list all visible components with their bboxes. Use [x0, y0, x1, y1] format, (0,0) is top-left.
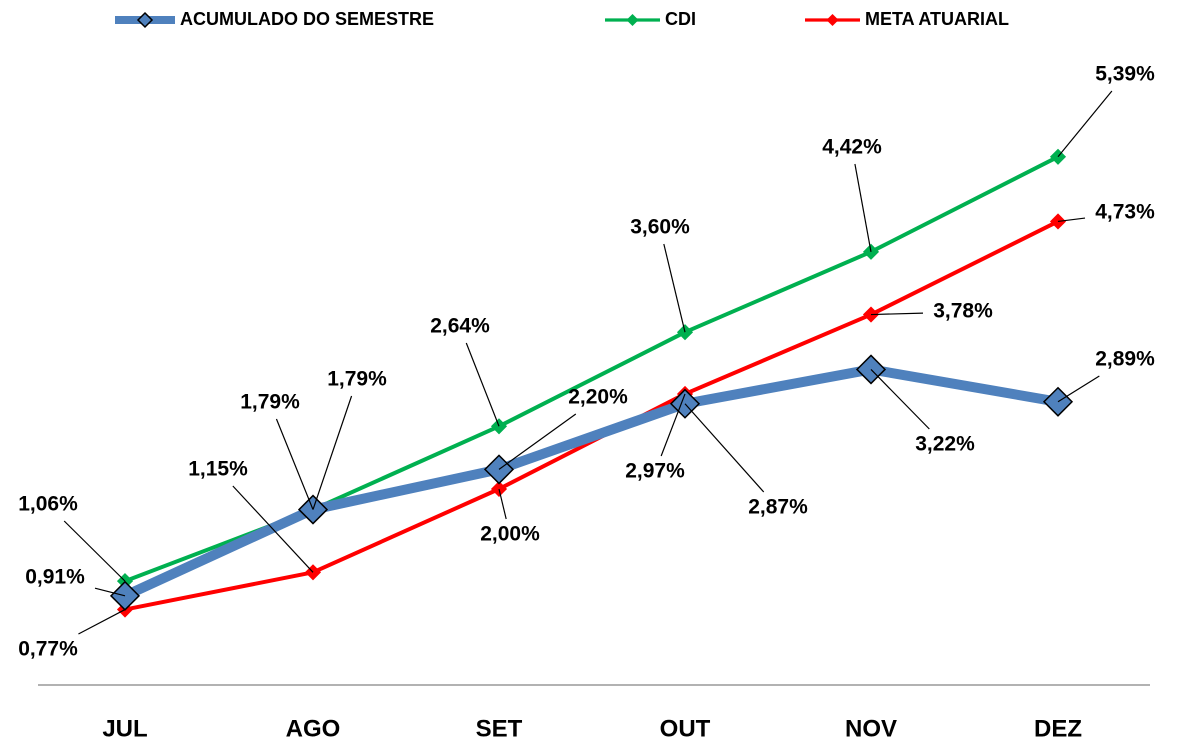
data-label: 5,39% [1095, 63, 1155, 86]
data-label: 3,60% [630, 216, 690, 239]
x-tick-label: DEZ [1034, 715, 1082, 742]
data-label: 4,42% [822, 136, 882, 159]
data-label: 3,78% [933, 300, 993, 323]
legend-label: CDI [665, 9, 696, 29]
legend-marker [826, 13, 839, 27]
x-tick-label: OUT [660, 715, 711, 742]
data-label: 2,97% [625, 460, 685, 483]
data-label: 1,15% [188, 458, 248, 481]
legend-label: ACUMULADO DO SEMESTRE [180, 9, 434, 29]
leader-line [498, 413, 577, 470]
series-line [122, 364, 1059, 601]
data-label: 2,64% [430, 315, 490, 338]
data-label: 1,06% [18, 493, 78, 516]
data-label: 2,89% [1095, 348, 1155, 371]
legend-label: META ATUARIAL [865, 9, 1009, 29]
leader-line [498, 488, 507, 520]
leader-line [232, 485, 314, 573]
x-tick-label: AGO [286, 715, 341, 742]
data-label: 1,79% [327, 368, 387, 391]
x-tick-label: NOV [845, 715, 897, 742]
leader-line [660, 393, 686, 457]
leader-line [78, 609, 126, 635]
leader-line [63, 520, 126, 582]
leader-line [1057, 217, 1086, 223]
leader-line [94, 587, 126, 597]
leader-line [312, 395, 353, 510]
data-label: 2,20% [568, 386, 628, 409]
series-line [124, 219, 1059, 612]
data-label: 3,22% [915, 433, 975, 456]
series-line [124, 154, 1059, 583]
data-label: 0,77% [18, 638, 78, 661]
leader-line [1057, 90, 1113, 158]
leader-line [1057, 375, 1100, 403]
leader-line [275, 418, 314, 510]
legend-marker [136, 11, 154, 29]
x-tick-label: SET [476, 715, 523, 742]
leader-line [870, 312, 924, 316]
leader-line [870, 369, 930, 430]
data-label: 1,79% [240, 391, 300, 414]
legend-marker [626, 13, 639, 27]
leader-line [465, 342, 500, 427]
data-label: 0,91% [25, 566, 85, 589]
leader-line [684, 403, 765, 493]
data-label: 4,73% [1095, 201, 1155, 224]
leader-line [854, 163, 872, 252]
data-label: 2,87% [748, 496, 808, 519]
x-tick-label: JUL [102, 715, 147, 742]
data-label: 2,00% [480, 523, 540, 546]
leader-line [663, 243, 686, 333]
